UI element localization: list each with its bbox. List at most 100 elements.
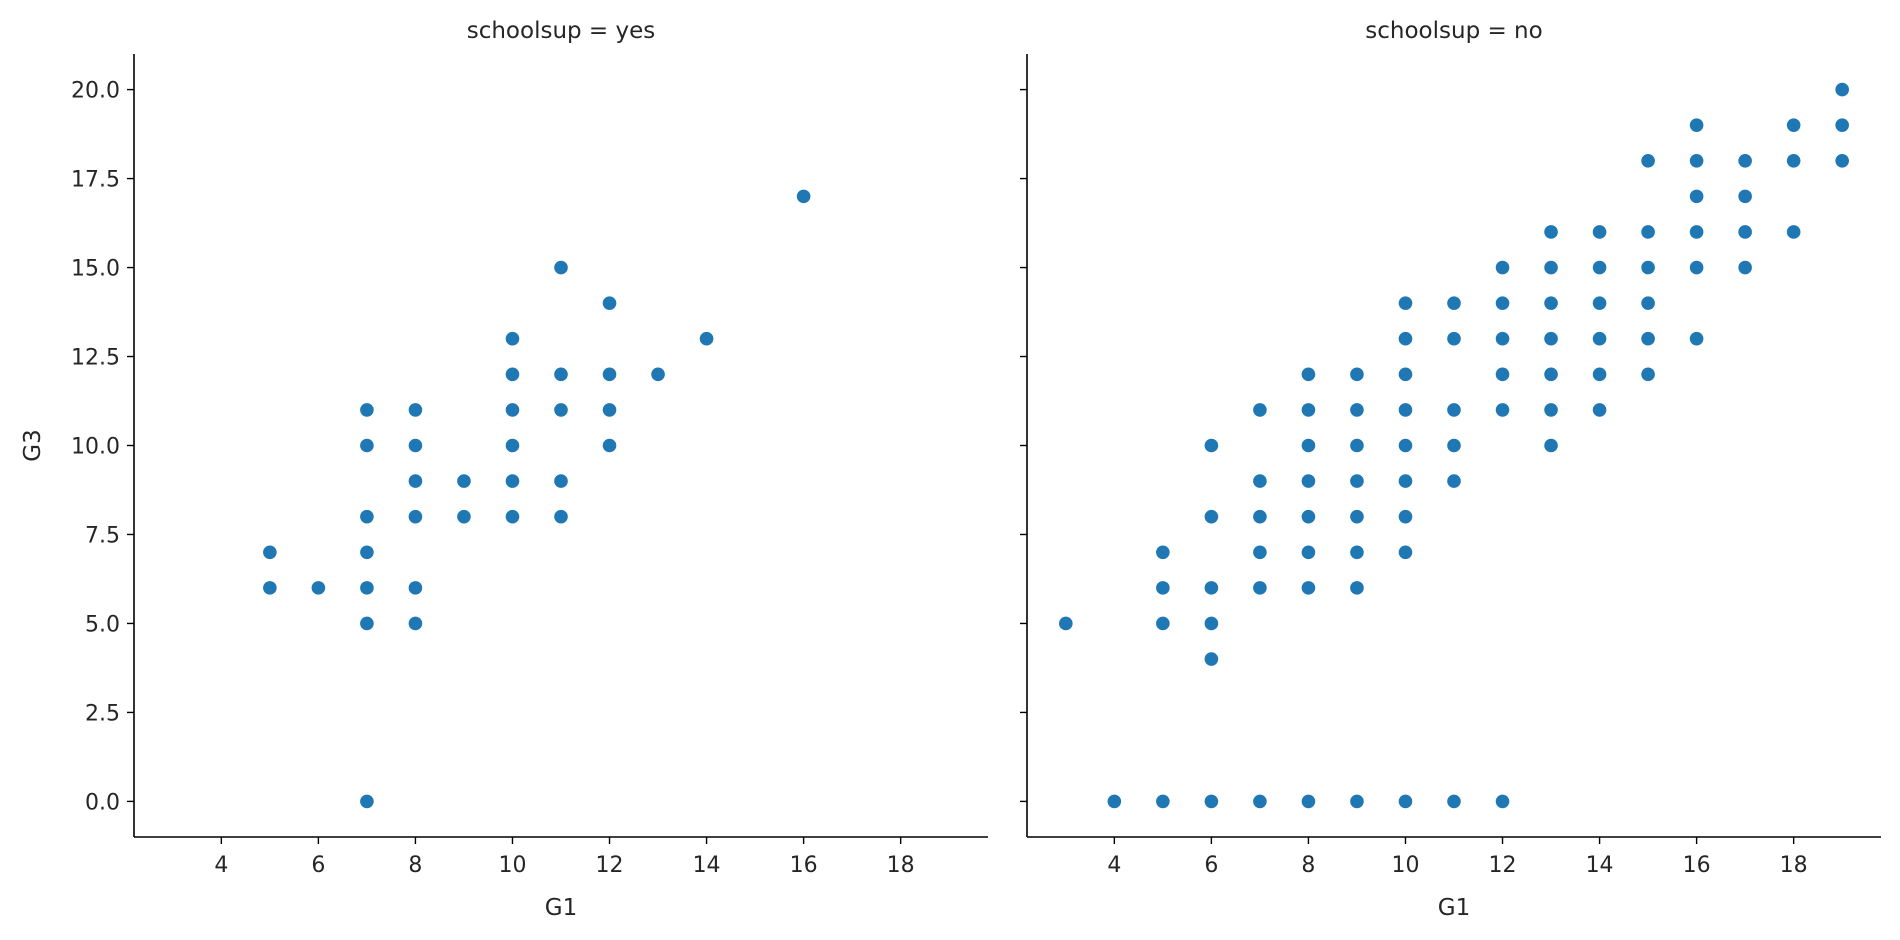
panel-2-x-tick-label: 6 bbox=[1204, 853, 1218, 878]
panel-1-data-point bbox=[408, 581, 423, 595]
panel-2-data-point bbox=[1641, 153, 1655, 168]
panel-2-data-point bbox=[1447, 474, 1461, 488]
panel-2-data-point bbox=[1689, 153, 1704, 168]
panel-2-data-point bbox=[1592, 225, 1607, 239]
panel-2-data-point bbox=[1641, 260, 1655, 275]
panel-2-x-axis-label: G1 bbox=[1438, 895, 1470, 921]
panel-1-data-point bbox=[554, 260, 568, 275]
panel-2-data-point bbox=[1641, 225, 1655, 239]
panel-1-y-tick-label: 0.0 bbox=[85, 790, 120, 815]
panel-2-data-point bbox=[1350, 794, 1364, 809]
panel-2-data-point bbox=[1398, 367, 1413, 382]
panel-2-data-point bbox=[1350, 581, 1364, 595]
panel-2-data-point bbox=[1544, 260, 1558, 275]
panel-2-data-point bbox=[1253, 509, 1267, 524]
panel-1-y-axis-label: G3 bbox=[20, 429, 46, 461]
panel-1-data-point bbox=[602, 403, 617, 417]
panel-2-x-tick-label: 12 bbox=[1489, 853, 1517, 878]
panel-1-data-point bbox=[457, 474, 471, 488]
panel-1-data-point bbox=[408, 509, 423, 524]
panel-1-data-point bbox=[505, 331, 520, 346]
panel-2-title: schoolsup = no bbox=[1365, 18, 1542, 44]
panel-2-data-point bbox=[1301, 581, 1316, 595]
panel-2-data-point bbox=[1544, 296, 1558, 310]
panel-2-data-point bbox=[1447, 403, 1461, 417]
panel-2-data-point bbox=[1592, 260, 1607, 275]
panel-2-data-point bbox=[1156, 545, 1170, 560]
panel-2-data-point bbox=[1544, 225, 1558, 239]
panel-2-data-point bbox=[1350, 474, 1364, 488]
panel-2-data-point bbox=[1301, 438, 1316, 453]
panel-2-data-point bbox=[1204, 509, 1219, 524]
panel-2-data-point bbox=[1447, 296, 1461, 310]
panel-2-data-point bbox=[1738, 260, 1752, 275]
panel-2-x-tick-label: 14 bbox=[1586, 853, 1614, 878]
panel-1-y-tick-label: 7.5 bbox=[85, 523, 120, 548]
panel-1-data-point bbox=[360, 438, 374, 453]
panel-1-data-point bbox=[457, 509, 471, 524]
panel-1-y-tick-label: 2.5 bbox=[85, 701, 120, 726]
panel-2-data-point bbox=[1253, 474, 1267, 488]
panel-1-data-point bbox=[505, 438, 520, 453]
panel-2-data-point bbox=[1156, 581, 1170, 595]
panel-1-y-tick-label: 5.0 bbox=[85, 612, 120, 637]
panel-1-data-point bbox=[699, 331, 714, 346]
panel-1-data-point bbox=[505, 367, 520, 382]
panel-2-x-tick-label: 10 bbox=[1391, 853, 1419, 878]
panel-1-data-point bbox=[408, 616, 423, 631]
panel-2-data-point bbox=[1253, 403, 1267, 417]
panel-1-y-tick-label: 17.5 bbox=[71, 168, 120, 193]
panel-2-data-point bbox=[1447, 331, 1461, 346]
panel-1-data-point bbox=[602, 296, 617, 310]
panel-2-x-tick-label: 18 bbox=[1780, 853, 1808, 878]
panel-2-data-point bbox=[1204, 438, 1219, 453]
panel-2-data-point bbox=[1301, 474, 1316, 488]
panel-1-x-tick-label: 10 bbox=[498, 853, 526, 878]
panel-2-data-point bbox=[1253, 581, 1267, 595]
panel-2-data-point bbox=[1835, 82, 1849, 97]
panel-2-data-point bbox=[1398, 474, 1413, 488]
panel-1-data-point bbox=[408, 403, 423, 417]
panel-1-data-point bbox=[554, 509, 568, 524]
panel-2-data-point bbox=[1398, 794, 1413, 809]
panel-1-data-point bbox=[408, 438, 423, 453]
panel-2-data-point bbox=[1253, 545, 1267, 560]
panel-1-y-tick-label: 15.0 bbox=[71, 257, 120, 282]
panel-2-data-point bbox=[1689, 225, 1704, 239]
panel-2-data-point bbox=[1495, 296, 1510, 310]
panel-1-data-point bbox=[651, 367, 665, 382]
panel-1-x-tick-label: 18 bbox=[887, 853, 915, 878]
panel-2-data-point bbox=[1398, 296, 1413, 310]
panel-2-data-point bbox=[1301, 509, 1316, 524]
panel-2-data-point bbox=[1592, 296, 1607, 310]
panel-1-data-point bbox=[263, 545, 277, 560]
panel-2-data-point bbox=[1301, 403, 1316, 417]
panel-2-data-point bbox=[1689, 118, 1704, 132]
panel-1-data-point bbox=[554, 367, 568, 382]
panel-2-data-point bbox=[1544, 367, 1558, 382]
panel-1-x-tick-label: 16 bbox=[790, 853, 818, 878]
panel-2-data-point bbox=[1835, 153, 1849, 168]
panel-1-data-point bbox=[360, 581, 374, 595]
panel-2-data-point bbox=[1350, 438, 1364, 453]
panel-2-data-point bbox=[1253, 794, 1267, 809]
panel-2-data-point bbox=[1156, 794, 1170, 809]
panel-1-x-tick-label: 8 bbox=[408, 853, 422, 878]
panel-2-data-point bbox=[1350, 509, 1364, 524]
panel-1-data-point bbox=[311, 581, 326, 595]
panel-2-x-tick-label: 4 bbox=[1107, 853, 1121, 878]
panel-1-data-point bbox=[505, 474, 520, 488]
panel-1-y-tick-label: 10.0 bbox=[71, 435, 120, 460]
panel-1-data-point bbox=[554, 403, 568, 417]
panel-2-data-point bbox=[1495, 331, 1510, 346]
panel-2-data-point bbox=[1641, 296, 1655, 310]
panel-1-data-point bbox=[360, 794, 374, 809]
panel-2-data-point bbox=[1350, 403, 1364, 417]
panel-2-data-point bbox=[1592, 367, 1607, 382]
panel-2-data-point bbox=[1786, 118, 1801, 132]
panel-2-data-point bbox=[1592, 331, 1607, 346]
panel-2-data-point bbox=[1495, 794, 1510, 809]
panel-2-data-point bbox=[1350, 367, 1364, 382]
panel-2-data-point bbox=[1156, 616, 1170, 631]
panel-2-data-point bbox=[1495, 260, 1510, 275]
